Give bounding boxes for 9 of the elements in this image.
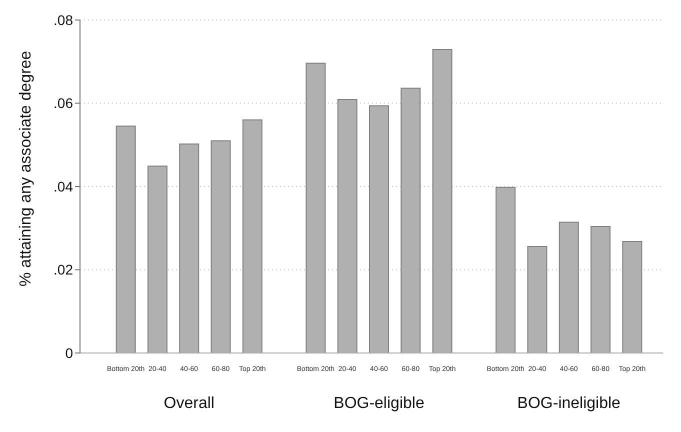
y-axis-title: % attaining any associate degree [18, 50, 35, 286]
text: BOG-ineligible [516, 395, 622, 413]
y-tick-label: .08 [54, 12, 74, 28]
y-tick-label: .02 [54, 262, 74, 278]
y-tick-label: .04 [54, 178, 74, 194]
text: BOG-eligible [332, 395, 426, 413]
text: Overall [162, 395, 216, 413]
y-tick-label: .06 [54, 95, 74, 112]
y-tick-label: 0 [65, 344, 74, 361]
